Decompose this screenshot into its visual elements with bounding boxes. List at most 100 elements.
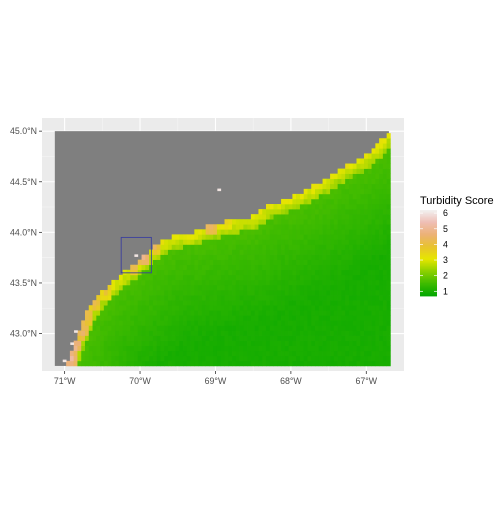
- raster-cell: [284, 360, 289, 367]
- raster-cell: [186, 274, 191, 281]
- raster-cell: [303, 284, 308, 291]
- legend-color-step: [420, 231, 437, 234]
- raster-cell: [364, 355, 369, 362]
- raster-cell: [337, 350, 342, 357]
- raster-cell: [284, 310, 289, 316]
- axes: 71°W 70°W 69°W 68°W 67°W43.0°N43.5°N44.0°N44…: [10, 126, 378, 386]
- raster-cell: [194, 330, 199, 336]
- raster-cell: [216, 284, 222, 291]
- raster-cell: [273, 264, 278, 271]
- raster-cell: [145, 295, 150, 301]
- raster-cell: [198, 295, 203, 301]
- raster-cell: [288, 239, 293, 245]
- raster-cell: [171, 350, 176, 357]
- raster-cell: [284, 300, 289, 306]
- raster-cell: [269, 284, 274, 291]
- raster-cell: [228, 244, 233, 250]
- raster-cell: [250, 295, 255, 301]
- raster-cell: [269, 279, 274, 286]
- raster-cell: [326, 279, 331, 286]
- raster-cell: [149, 274, 154, 281]
- raster-cell: [284, 204, 289, 210]
- raster-cell: [386, 305, 391, 311]
- raster-cell: [107, 284, 112, 291]
- raster-cell: [269, 209, 274, 215]
- legend-color-step: [420, 244, 437, 247]
- raster-cell: [265, 274, 271, 281]
- raster-cell: [224, 325, 229, 331]
- raster-cell: [330, 249, 335, 255]
- raster-cell: [156, 264, 161, 271]
- raster-cell: [348, 178, 354, 185]
- raster-cell: [360, 335, 365, 341]
- raster-cell: [311, 249, 316, 255]
- raster-cell: [356, 325, 361, 331]
- raster-cell: [356, 198, 361, 205]
- legend-color-step: [420, 270, 437, 273]
- raster-cell: [330, 254, 335, 260]
- raster-cell: [371, 178, 376, 185]
- raster-cell: [330, 345, 335, 352]
- raster-cell: [258, 300, 263, 306]
- raster-cell: [315, 345, 320, 352]
- raster-cell: [371, 244, 376, 250]
- raster-cell: [145, 330, 150, 336]
- raster-cell: [352, 290, 357, 296]
- raster-cell: [247, 360, 252, 367]
- raster-cell: [326, 360, 331, 367]
- raster-cell: [265, 325, 271, 331]
- raster-cell: [164, 325, 169, 331]
- raster-cell: [375, 325, 380, 331]
- raster-cell: [345, 345, 350, 352]
- raster-cell: [277, 335, 282, 341]
- raster-cell: [269, 239, 274, 245]
- raster-cell: [194, 279, 199, 286]
- raster-cell: [126, 315, 131, 321]
- raster-cell: [122, 279, 127, 286]
- raster-cell: [232, 244, 237, 250]
- raster-cell: [160, 290, 165, 296]
- raster-cell: [303, 249, 308, 255]
- raster-cell: [232, 229, 237, 235]
- raster-cell: [345, 219, 350, 225]
- raster-cell: [254, 269, 259, 276]
- raster-cell: [115, 340, 120, 346]
- raster-cell: [322, 305, 327, 311]
- raster-cell: [201, 340, 206, 346]
- raster-cell: [292, 279, 297, 286]
- raster-cell: [352, 279, 357, 286]
- raster-cell: [322, 183, 327, 190]
- raster-cell: [107, 305, 112, 311]
- raster-cell: [160, 300, 165, 306]
- raster-cell: [216, 325, 222, 331]
- raster-cell: [303, 305, 308, 311]
- raster-cell: [375, 188, 380, 195]
- raster-cell: [288, 360, 293, 367]
- raster-cell: [201, 345, 206, 352]
- raster-cell: [386, 239, 391, 245]
- raster-cell: [322, 224, 327, 230]
- raster-cell: [175, 315, 180, 321]
- raster-cell: [322, 295, 327, 301]
- raster-cell: [288, 290, 293, 296]
- raster-cell: [254, 249, 259, 255]
- raster-cell: [167, 340, 173, 346]
- raster-cell: [220, 325, 225, 331]
- raster-cell: [386, 234, 391, 240]
- raster-cell: [273, 305, 278, 311]
- raster-cell: [243, 340, 248, 346]
- raster-cell: [149, 330, 154, 336]
- raster-cell: [307, 335, 312, 341]
- raster-cell: [364, 209, 369, 215]
- raster-cell: [360, 249, 365, 255]
- raster-cell: [367, 325, 372, 331]
- raster-cell: [198, 249, 203, 255]
- raster-cell: [175, 320, 180, 326]
- raster-cell: [175, 345, 180, 352]
- raster-cell: [375, 234, 380, 240]
- raster-cell: [228, 229, 233, 235]
- raster-cell: [130, 350, 135, 357]
- raster-cell: [186, 269, 191, 276]
